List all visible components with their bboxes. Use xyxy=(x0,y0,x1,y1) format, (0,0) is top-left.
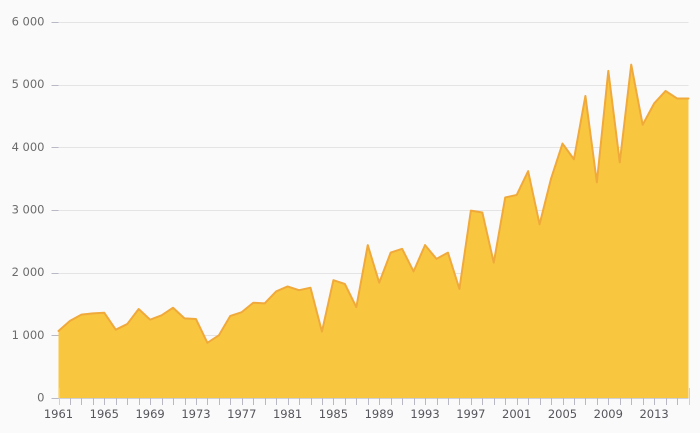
x-tick-label-2001: 2001 xyxy=(502,407,531,421)
x-tick-label-1997: 1997 xyxy=(456,407,485,421)
y-tick-label-5000: 5 000 xyxy=(12,77,45,91)
x-tick-label-1961: 1961 xyxy=(44,407,73,421)
area-outline xyxy=(57,63,690,344)
x-tick-label-1973: 1973 xyxy=(181,407,210,421)
x-tick-label-1969: 1969 xyxy=(135,407,164,421)
y-tick-label-3000: 3 000 xyxy=(12,203,45,217)
x-tick-label-1993: 1993 xyxy=(410,407,439,421)
x-tick-labels: 1961 1965 1969 1973 1977 1981 1985 1989 1993 1997… xyxy=(44,407,669,421)
x-tick-label-2009: 2009 xyxy=(594,407,623,421)
area-series-value xyxy=(57,63,690,399)
y-tick-label-6000: 6 000 xyxy=(12,15,45,29)
x-tick-label-1981: 1981 xyxy=(273,407,302,421)
y-tick-label-2000: 2 000 xyxy=(12,265,45,279)
x-tick-marks xyxy=(59,388,690,405)
y-tick-labels: 0 1 000 2 000 3 000 4 000 5 000 6 000 xyxy=(12,15,59,405)
y-tick-label-0: 0 xyxy=(37,391,44,405)
x-tick-label-1977: 1977 xyxy=(227,407,256,421)
x-tick-label-2013: 2013 xyxy=(639,407,668,421)
y-tick-label-4000: 4 000 xyxy=(12,140,45,154)
x-tick-label-1965: 1965 xyxy=(90,407,119,421)
x-tick-label-1989: 1989 xyxy=(365,407,394,421)
x-tick-label-2005: 2005 xyxy=(548,407,577,421)
area-fill xyxy=(58,64,689,399)
y-tick-label-1000: 1 000 xyxy=(12,328,45,342)
x-tick-label-1985: 1985 xyxy=(319,407,348,421)
